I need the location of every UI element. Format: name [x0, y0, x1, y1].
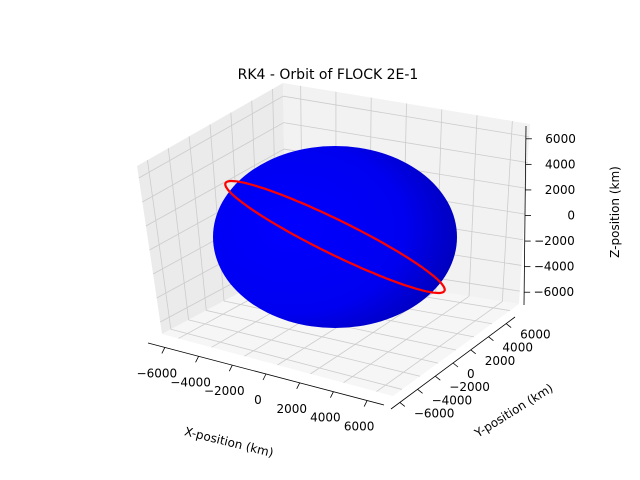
y-tick [435, 375, 441, 381]
x-tick [228, 364, 233, 372]
y-tick-label: −6000 [414, 406, 455, 420]
y-tick [452, 362, 459, 368]
z-gridline [142, 122, 528, 203]
x-tick-label: −2000 [204, 384, 245, 398]
x-tick-label: 6000 [344, 420, 375, 434]
z-tick-label: 2000 [545, 183, 576, 197]
tick-marks [161, 138, 532, 407]
x-tick-label: −6000 [137, 366, 178, 380]
x-tick [363, 400, 368, 407]
y-tick-label: −2000 [449, 380, 490, 394]
y-tick [470, 349, 476, 355]
x-tick-label: 0 [254, 393, 262, 407]
z-tick-label: −4000 [534, 260, 575, 274]
chart-title: RK4 - Orbit of FLOCK 2E-1 [238, 67, 419, 83]
x-tick-label: 2000 [276, 402, 307, 416]
z-tick-label: −6000 [534, 285, 575, 299]
y-tick [399, 402, 406, 407]
y-tick [417, 388, 423, 394]
z-tick-label: 6000 [545, 132, 576, 146]
y-tick-label: 2000 [485, 354, 516, 368]
orbit-series [224, 179, 446, 295]
z-gridline [145, 148, 527, 227]
y-tick-label: 4000 [502, 341, 533, 355]
y-gridline [188, 319, 421, 377]
z-tick-label: −2000 [534, 234, 575, 248]
x-tick [296, 382, 301, 390]
y-tick [505, 323, 512, 328]
y-gridline [170, 328, 403, 390]
y-gridline [206, 310, 439, 364]
z-tick-label: 0 [567, 209, 575, 223]
z-axis-label: Z-position (km) [608, 166, 622, 258]
x-tick-label: −4000 [170, 375, 211, 389]
x-tick-label: 4000 [310, 411, 341, 425]
x-tick [330, 391, 334, 398]
z-tick-labels: −6000 −4000 −2000 0 2000 4000 6000 [534, 132, 576, 299]
x-axis-label: X-position (km) [183, 424, 275, 460]
z-gridline [138, 95, 530, 179]
orbit-path [224, 179, 446, 295]
y-tick-label: 0 [467, 367, 475, 381]
y-tick [488, 336, 494, 342]
x-tick [161, 347, 166, 354]
x-tick [262, 373, 267, 381]
x-tick [195, 356, 199, 363]
earth-sphere [213, 146, 457, 328]
y-tick-label: −4000 [432, 393, 473, 407]
z-tick-label: 4000 [545, 157, 576, 171]
y-tick-label: 6000 [520, 328, 551, 342]
